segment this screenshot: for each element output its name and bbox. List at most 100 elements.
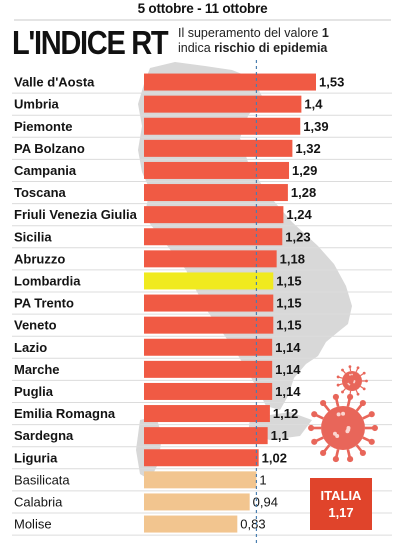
value-label: 1,14 — [275, 340, 301, 355]
virus-spike-tip — [311, 411, 318, 418]
value-label: 0,83 — [240, 517, 265, 532]
italy-average-badge: ITALIA 1,17 — [310, 478, 372, 530]
value-label: 1,1 — [271, 428, 289, 443]
virus-spike-tip — [308, 424, 315, 432]
region-label: Lombardia — [14, 273, 81, 288]
virus-spike-tip — [320, 449, 327, 457]
badge-value: 1,17 — [328, 505, 354, 520]
region-label: PA Trento — [14, 296, 74, 311]
region-label: Campania — [14, 163, 77, 178]
virus-spike-tip — [332, 393, 339, 400]
virus-spike-tip — [320, 399, 327, 407]
virus-body — [321, 406, 365, 450]
virus-spike-tip — [348, 365, 352, 369]
region-label: Liguria — [14, 450, 58, 465]
virus-spike-tip — [365, 379, 368, 383]
virus-spike-tip — [368, 438, 375, 445]
page-title: L'INDICE RT — [12, 24, 169, 61]
virus-spike-tip — [341, 390, 344, 394]
virus-spike-tip — [359, 399, 366, 407]
subtitle: Il superamento del valore 1 indica risch… — [178, 26, 393, 56]
virus-spike-tip — [336, 375, 340, 379]
bar — [144, 382, 273, 400]
coronavirus-icon — [308, 393, 378, 463]
bar — [144, 515, 238, 533]
virus-spike-tip — [371, 424, 378, 432]
bar — [144, 338, 273, 356]
virus-spike-tip — [356, 366, 360, 370]
virus-spike-tip — [362, 387, 366, 391]
value-label: 1,32 — [295, 141, 320, 156]
region-label: Basilicata — [14, 472, 70, 487]
bar — [144, 250, 277, 268]
subtitle-emphasis: rischio di epidemia — [214, 41, 328, 55]
date-range: 5 ottobre - 11 ottobre — [137, 1, 268, 16]
coronavirus-icon-small — [336, 365, 368, 397]
region-label: Calabria — [14, 494, 63, 509]
bar — [144, 161, 290, 179]
virus-spike-tip — [341, 368, 344, 372]
region-label: PA Bolzano — [14, 141, 85, 156]
virus-spot — [347, 382, 350, 385]
virus-spike-tip — [336, 383, 340, 387]
bar — [144, 95, 302, 113]
bar — [144, 405, 270, 423]
value-label: 1,29 — [292, 163, 317, 178]
value-label: 1,15 — [276, 273, 301, 288]
bar — [144, 73, 316, 91]
value-label: 1,14 — [275, 384, 301, 399]
region-label: Sicilia — [14, 229, 52, 244]
badge-label: ITALIA — [320, 488, 362, 503]
bar — [144, 272, 274, 290]
value-label: 1,15 — [276, 296, 301, 311]
header-divider — [14, 19, 391, 21]
value-label: 1,02 — [262, 450, 287, 465]
virus-spike-tip — [362, 371, 366, 375]
region-label: Lazio — [14, 340, 47, 355]
virus-spot — [336, 412, 341, 417]
region-label: Sardegna — [14, 428, 74, 443]
value-label: 1,4 — [304, 97, 323, 112]
region-label: Molise — [14, 517, 52, 532]
virus-spot — [332, 431, 337, 436]
chart-rows: Valle d'Aosta 1,53 Umbria 1,4 Piemonte 1,39 PA… — [12, 73, 392, 536]
value-label: 1,12 — [273, 406, 298, 421]
region-label: Toscana — [14, 185, 67, 200]
value-label: 1,39 — [303, 119, 328, 134]
virus-spot — [351, 373, 353, 376]
bar — [144, 117, 301, 135]
bar — [144, 294, 274, 312]
bar — [144, 471, 257, 489]
region-label: Marche — [14, 362, 60, 377]
region-label: Umbria — [14, 97, 60, 112]
region-label: Valle d'Aosta — [14, 75, 95, 90]
region-label: Veneto — [14, 318, 57, 333]
virus-spike-tip — [368, 411, 375, 418]
bar — [144, 449, 259, 467]
virus-spot — [353, 381, 355, 384]
virus-spike-tip — [348, 393, 352, 397]
region-label: Piemonte — [14, 119, 73, 134]
value-label: 1,23 — [285, 229, 310, 244]
virus-spot — [349, 373, 351, 376]
region-label: Friuli Venezia Giulia — [14, 207, 138, 222]
value-label: 1,24 — [286, 207, 312, 222]
bar — [144, 360, 273, 378]
value-label: 1,53 — [319, 75, 344, 90]
virus-spot — [345, 429, 350, 434]
bar — [144, 427, 268, 445]
bar — [144, 493, 250, 511]
virus-spike-tip — [359, 449, 366, 457]
bar — [144, 206, 284, 224]
region-label: Abruzzo — [14, 251, 65, 266]
region-label: Puglia — [14, 384, 54, 399]
bar — [144, 139, 293, 157]
value-label: 1,15 — [276, 318, 301, 333]
subtitle-threshold: 1 — [321, 26, 329, 40]
virus-spike-tip — [332, 456, 339, 463]
virus-spike-tip — [311, 438, 318, 445]
virus-spike-tip — [347, 456, 354, 463]
value-label: 0,94 — [253, 494, 278, 509]
region-label: Emilia Romagna — [14, 406, 116, 421]
